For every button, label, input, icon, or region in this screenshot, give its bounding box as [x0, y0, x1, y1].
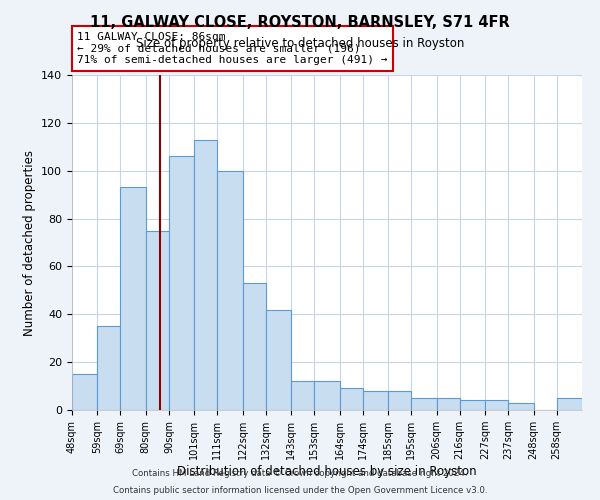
Bar — [146, 230, 169, 410]
Bar — [340, 388, 363, 410]
Text: 11, GALWAY CLOSE, ROYSTON, BARNSLEY, S71 4FR: 11, GALWAY CLOSE, ROYSTON, BARNSLEY, S71… — [90, 15, 510, 30]
Bar — [217, 170, 243, 410]
Bar — [460, 400, 485, 410]
Y-axis label: Number of detached properties: Number of detached properties — [23, 150, 35, 336]
Bar — [437, 398, 460, 410]
Text: Contains HM Land Registry data © Crown copyright and database right 2024.: Contains HM Land Registry data © Crown c… — [132, 468, 468, 477]
Bar — [97, 326, 121, 410]
Text: Contains public sector information licensed under the Open Government Licence v3: Contains public sector information licen… — [113, 486, 487, 495]
Bar — [508, 403, 533, 410]
Bar — [411, 398, 437, 410]
Bar — [266, 310, 291, 410]
Bar — [557, 398, 582, 410]
Bar — [121, 188, 146, 410]
Bar — [243, 283, 266, 410]
Bar — [388, 391, 411, 410]
Bar — [169, 156, 194, 410]
Bar — [194, 140, 217, 410]
Bar — [314, 382, 340, 410]
Bar — [72, 374, 97, 410]
Bar — [363, 391, 388, 410]
Text: Size of property relative to detached houses in Royston: Size of property relative to detached ho… — [136, 38, 464, 51]
Text: 11 GALWAY CLOSE: 86sqm
← 29% of detached houses are smaller (196)
71% of semi-de: 11 GALWAY CLOSE: 86sqm ← 29% of detached… — [77, 32, 388, 65]
Bar — [485, 400, 508, 410]
Bar — [291, 382, 314, 410]
X-axis label: Distribution of detached houses by size in Royston: Distribution of detached houses by size … — [177, 465, 477, 478]
